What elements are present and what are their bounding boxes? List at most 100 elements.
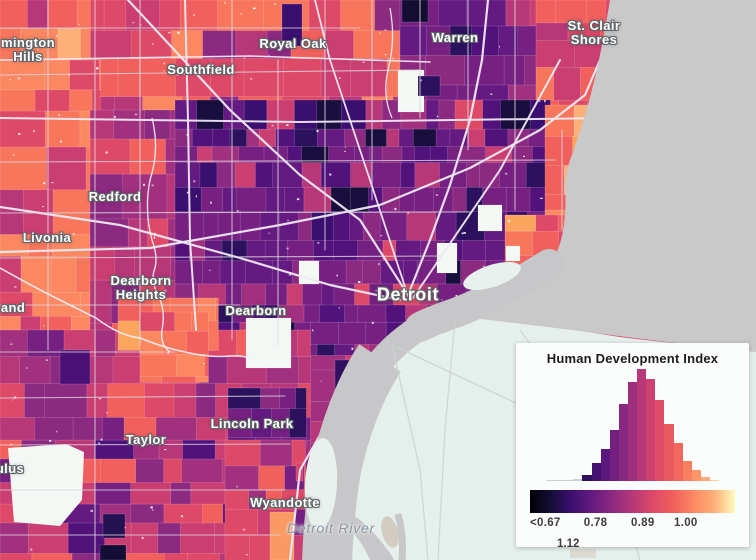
poi-dot — [159, 280, 161, 282]
tract-overlay — [505, 245, 521, 262]
census-tract — [234, 162, 257, 189]
census-tract — [433, 187, 454, 213]
poi-dot — [13, 154, 15, 156]
census-tract — [0, 110, 46, 148]
census-tract — [212, 128, 231, 148]
census-tract — [94, 482, 132, 505]
census-tract — [72, 417, 103, 441]
census-tract — [161, 376, 197, 383]
census-tract — [354, 283, 370, 306]
census-tract — [340, 0, 376, 32]
census-tract — [31, 553, 73, 560]
poi-dot — [396, 293, 399, 295]
census-tract — [202, 30, 237, 60]
census-tract — [332, 211, 351, 241]
poi-dot — [224, 2, 226, 4]
census-tract — [0, 89, 36, 112]
census-tract — [345, 260, 364, 285]
poi-dot — [186, 133, 189, 136]
census-tract — [123, 417, 157, 441]
foreign-road — [437, 319, 456, 560]
census-tract — [67, 522, 106, 555]
census-tract — [279, 211, 300, 241]
census-tract — [301, 283, 323, 306]
poi-dot — [338, 307, 341, 309]
census-tract — [46, 146, 87, 191]
poi-dot — [12, 399, 14, 401]
poi-dot — [339, 77, 341, 79]
poi-dot — [499, 45, 500, 48]
poi-dot — [316, 130, 319, 133]
census-tract — [135, 458, 165, 484]
poi-dot — [96, 67, 99, 70]
census-tract — [89, 109, 115, 140]
poi-dot — [167, 351, 169, 354]
census-tract — [260, 387, 281, 410]
poi-dot — [375, 289, 378, 292]
census-tract — [181, 458, 223, 484]
census-tract — [130, 503, 165, 524]
poi-dot — [56, 430, 58, 433]
road — [0, 58, 602, 254]
census-tract — [365, 128, 388, 148]
poi-dot — [10, 343, 13, 345]
census-tract — [155, 417, 198, 441]
poi-dot — [362, 61, 365, 63]
poi-dot — [49, 440, 52, 442]
tract-overlay — [99, 544, 127, 560]
poi-dot — [68, 74, 70, 76]
histogram-bar — [591, 463, 601, 481]
histogram-bar — [600, 449, 610, 481]
census-tract — [127, 218, 149, 248]
census-tract — [255, 162, 274, 189]
census-tract — [504, 214, 537, 232]
tract-overlay — [417, 75, 441, 97]
histogram-bar — [573, 479, 583, 481]
poi-dot — [209, 269, 211, 271]
census-tract — [412, 128, 437, 148]
census-tract — [227, 387, 262, 410]
census-tract — [365, 99, 383, 130]
poi-dot — [344, 146, 347, 148]
census-tract — [187, 553, 221, 560]
poi-dot — [55, 35, 58, 37]
poi-dot — [245, 554, 248, 556]
census-tract — [23, 383, 46, 419]
tract-overlay — [102, 513, 126, 539]
poi-dot — [42, 206, 44, 208]
histogram-bar — [555, 480, 565, 481]
poi-dot — [105, 151, 108, 154]
poi-dot — [508, 219, 511, 222]
poi-dot — [132, 22, 135, 24]
poi-dot — [124, 527, 126, 529]
census-tract — [114, 246, 136, 281]
poi-dot — [71, 497, 74, 500]
census-tract — [139, 376, 163, 383]
census-tract — [157, 522, 182, 555]
poi-dot — [193, 180, 196, 183]
road — [0, 205, 402, 302]
color-scale-tick: <0.67 — [530, 517, 561, 529]
poi-dot — [504, 172, 508, 175]
census-tract — [320, 162, 352, 189]
census-tract — [117, 58, 141, 98]
poi-dot — [186, 191, 189, 194]
poi-dot — [193, 14, 195, 16]
poi-dot — [100, 438, 103, 441]
census-tract — [195, 383, 217, 419]
census-tract — [303, 187, 332, 213]
poi-dot — [320, 380, 322, 382]
histogram-bar — [700, 477, 710, 481]
poi-dot — [268, 232, 270, 234]
census-tract — [344, 304, 359, 323]
census-tract — [100, 458, 137, 484]
poi-dot — [150, 506, 153, 509]
census-tract — [225, 283, 243, 306]
poi-dot — [163, 62, 166, 65]
census-tract — [438, 99, 456, 130]
histogram-bar — [646, 378, 656, 481]
legend-title: Human Development Index — [546, 351, 719, 366]
stream-line — [385, 7, 394, 119]
poi-dot — [317, 242, 320, 244]
